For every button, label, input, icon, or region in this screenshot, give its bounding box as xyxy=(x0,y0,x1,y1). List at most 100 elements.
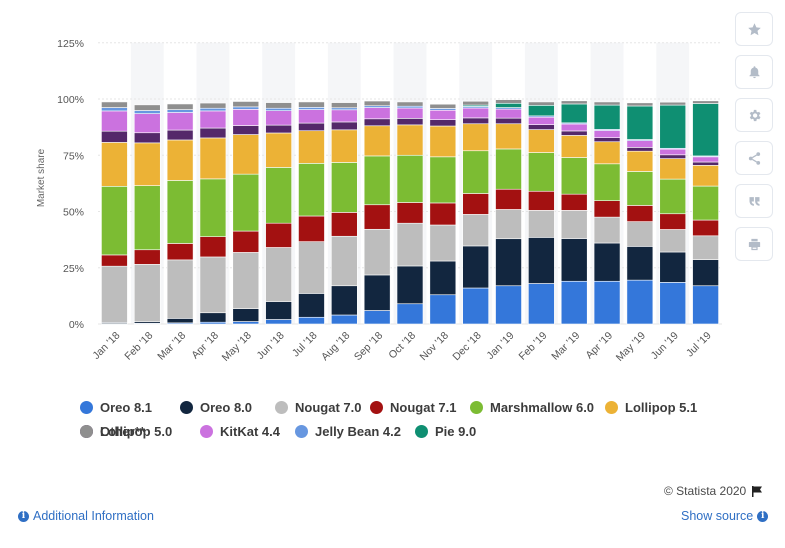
bar-segment[interactable] xyxy=(626,147,654,152)
bar-segment[interactable] xyxy=(528,116,555,125)
bar-segment[interactable] xyxy=(659,178,687,215)
legend-item[interactable]: Marshmallow 6.0 xyxy=(470,400,594,415)
bar-segment[interactable] xyxy=(462,123,489,152)
bar-segment[interactable] xyxy=(659,213,687,230)
legend-item[interactable]: Nougat 7.1 xyxy=(370,400,456,415)
bar-segment[interactable] xyxy=(659,251,687,283)
bar-segment[interactable] xyxy=(626,221,654,247)
bar-segment[interactable] xyxy=(462,287,489,325)
bar-segment[interactable] xyxy=(133,142,161,186)
bar-segment[interactable] xyxy=(692,161,719,166)
bar-segment[interactable] xyxy=(232,106,260,110)
bar-segment[interactable] xyxy=(429,125,457,158)
bar-segment[interactable] xyxy=(560,280,588,325)
bar-segment[interactable] xyxy=(101,110,128,132)
bar-segment[interactable] xyxy=(593,104,621,130)
bar-segment[interactable] xyxy=(298,101,325,108)
bar-segment[interactable] xyxy=(396,202,424,224)
bar-segment[interactable] xyxy=(166,243,194,261)
legend-item[interactable]: KitKat 4.4 xyxy=(200,424,280,439)
bar-segment[interactable] xyxy=(363,204,391,230)
bar-segment[interactable] xyxy=(166,112,194,131)
bar-segment[interactable] xyxy=(429,202,457,226)
bar-segment[interactable] xyxy=(659,282,687,325)
bar-segment[interactable] xyxy=(166,103,194,110)
bar-segment[interactable] xyxy=(560,100,588,105)
bar-segment[interactable] xyxy=(265,110,292,126)
bar-segment[interactable] xyxy=(692,185,719,221)
bar-segment[interactable] xyxy=(199,102,227,109)
bar-segment[interactable] xyxy=(396,265,424,305)
bar-segment[interactable] xyxy=(528,190,555,211)
bar-segment[interactable] xyxy=(232,125,260,135)
bar-segment[interactable] xyxy=(528,237,555,284)
bar-segment[interactable] xyxy=(298,316,325,325)
bar-segment[interactable] xyxy=(166,318,194,324)
bar-segment[interactable] xyxy=(166,129,194,141)
bar-segment[interactable] xyxy=(166,180,194,244)
bar-segment[interactable] xyxy=(560,130,588,136)
bar-segment[interactable] xyxy=(232,308,260,322)
bar-segment[interactable] xyxy=(396,107,424,119)
bar-segment[interactable] xyxy=(101,142,128,187)
bar-segment[interactable] xyxy=(659,154,687,159)
bar-segment[interactable] xyxy=(265,301,292,320)
bar-segment[interactable] xyxy=(626,279,654,325)
print-button[interactable] xyxy=(735,227,773,261)
bar-segment[interactable] xyxy=(133,113,161,134)
bar-segment[interactable] xyxy=(166,109,194,113)
bar-segment[interactable] xyxy=(429,119,457,127)
bar-segment[interactable] xyxy=(626,205,654,222)
bar-segment[interactable] xyxy=(495,108,522,119)
legend-item[interactable]: Oreo 8.0 xyxy=(180,400,252,415)
bar-segment[interactable] xyxy=(331,107,358,111)
bar-segment[interactable] xyxy=(101,101,128,108)
bar-segment[interactable] xyxy=(166,259,194,319)
bar-segment[interactable] xyxy=(593,101,621,106)
favorite-button[interactable] xyxy=(735,12,773,46)
bar-segment[interactable] xyxy=(626,140,654,148)
bar-segment[interactable] xyxy=(199,236,227,258)
bar-segment[interactable] xyxy=(331,314,358,325)
bar-segment[interactable] xyxy=(462,107,489,119)
bar-segment[interactable] xyxy=(363,100,391,107)
bar-segment[interactable] xyxy=(363,107,391,120)
bar-segment[interactable] xyxy=(593,242,621,282)
bar-segment[interactable] xyxy=(265,132,292,168)
bar-segment[interactable] xyxy=(298,130,325,164)
bar-segment[interactable] xyxy=(298,241,325,294)
show-source-link[interactable]: Show source i xyxy=(681,509,769,523)
bar-segment[interactable] xyxy=(495,188,522,210)
bar-segment[interactable] xyxy=(692,165,719,187)
legend-item[interactable]: Nougat 7.0 xyxy=(275,400,361,415)
bar-segment[interactable] xyxy=(626,105,654,140)
bar-segment[interactable] xyxy=(363,118,391,127)
legend-item[interactable]: Pie 9.0 xyxy=(415,424,476,439)
bar-segment[interactable] xyxy=(363,274,391,311)
bar-segment[interactable] xyxy=(265,247,292,302)
bar-segment[interactable] xyxy=(199,178,227,238)
share-button[interactable] xyxy=(735,141,773,175)
bar-segment[interactable] xyxy=(363,155,391,206)
bar-segment[interactable] xyxy=(265,124,292,134)
bar-segment[interactable] xyxy=(331,285,358,316)
bar-segment[interactable] xyxy=(462,100,489,106)
bar-segment[interactable] xyxy=(331,102,358,109)
bar-segment[interactable] xyxy=(199,256,227,314)
bar-segment[interactable] xyxy=(495,99,522,104)
bar-segment[interactable] xyxy=(528,283,555,325)
additional-information-link[interactable]: i Additional Information xyxy=(18,509,154,523)
bar-segment[interactable] xyxy=(462,245,489,289)
bar-segment[interactable] xyxy=(560,123,588,132)
bar-segment[interactable] xyxy=(133,185,161,251)
bar-segment[interactable] xyxy=(659,104,687,149)
bar-segment[interactable] xyxy=(560,103,588,124)
bar-segment[interactable] xyxy=(659,148,687,156)
bar-segment[interactable] xyxy=(298,293,325,318)
bar-segment[interactable] xyxy=(232,230,260,253)
bar-segment[interactable] xyxy=(593,130,621,138)
bar-segment[interactable] xyxy=(495,238,522,287)
bar-segment[interactable] xyxy=(528,210,555,238)
bar-segment[interactable] xyxy=(692,259,719,287)
cite-button[interactable] xyxy=(735,184,773,218)
